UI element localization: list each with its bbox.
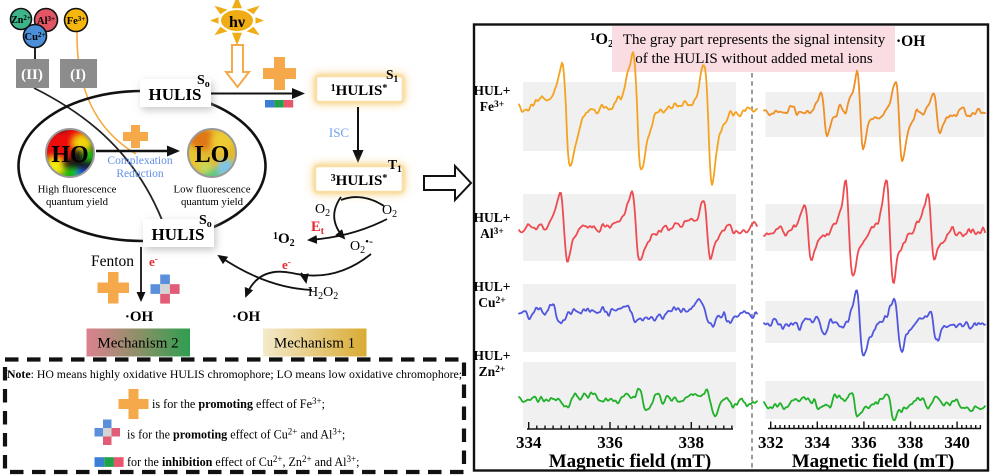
- svg-text:336: 336: [597, 433, 623, 452]
- svg-text:HUL+: HUL+: [474, 83, 511, 98]
- svg-text:is for the promoting effect of: is for the promoting effect of Fe3+;: [152, 396, 325, 411]
- svg-text:hν: hν: [229, 14, 245, 31]
- svg-text:·OH: ·OH: [896, 33, 925, 50]
- svg-text:·OH: ·OH: [232, 309, 261, 325]
- svg-text:HUL+: HUL+: [474, 279, 511, 294]
- svg-text:O2•-: O2•-: [350, 234, 373, 256]
- svg-text:for the inhibition effect of C: for the inhibition effect of Cu2+, Zn2+ …: [127, 454, 359, 469]
- svg-text:338: 338: [678, 433, 704, 452]
- svg-text:HUL+: HUL+: [474, 348, 511, 363]
- svg-text:334: 334: [805, 433, 831, 452]
- svg-text:of the HULIS without added met: of the HULIS without added metal ions: [635, 51, 873, 67]
- svg-text:Low fluorescence: Low fluorescence: [173, 184, 250, 196]
- svg-text:Magnetic field (mT): Magnetic field (mT): [549, 451, 712, 472]
- svg-text:Magnetic field (mT): Magnetic field (mT): [792, 451, 955, 472]
- svg-text:The gray part represents the s: The gray part represents the signal inte…: [623, 32, 886, 48]
- svg-text:1O2: 1O2: [273, 231, 295, 249]
- svg-text:338: 338: [898, 433, 924, 452]
- svg-text:Mechanism 2: Mechanism 2: [97, 336, 178, 352]
- svg-text:So: So: [197, 73, 210, 90]
- svg-text:LO: LO: [195, 142, 230, 168]
- svg-text:H2O2: H2O2: [308, 285, 338, 302]
- svg-text:334: 334: [516, 433, 542, 452]
- svg-text:Complexation: Complexation: [107, 155, 172, 167]
- svg-text:3HULIS*: 3HULIS*: [331, 173, 388, 189]
- svg-text:1HULIS*: 1HULIS*: [331, 83, 388, 99]
- svg-text:HULIS: HULIS: [152, 225, 205, 244]
- svg-text:·OH: ·OH: [125, 309, 154, 325]
- svg-text:Et: Et: [311, 219, 325, 237]
- svg-text:HO: HO: [51, 142, 88, 168]
- svg-text:340: 340: [944, 433, 970, 452]
- svg-text:332: 332: [758, 433, 784, 452]
- svg-text:(I): (I): [70, 67, 86, 83]
- svg-text:336: 336: [851, 433, 877, 452]
- svg-text:Reduction: Reduction: [116, 168, 164, 180]
- svg-text:e-: e-: [149, 254, 158, 269]
- svg-text:Note: HO means highly oxidativ: Note: HO means highly oxidative HULIS ch…: [7, 367, 462, 381]
- svg-text:O2: O2: [315, 202, 330, 219]
- svg-text:quantum yield: quantum yield: [46, 196, 109, 208]
- svg-text:O2: O2: [382, 203, 397, 220]
- svg-text:High fluorescence: High fluorescence: [38, 184, 117, 196]
- svg-text:HULIS: HULIS: [149, 85, 202, 104]
- svg-text:1O2: 1O2: [590, 31, 614, 50]
- svg-text:Fenton: Fenton: [91, 253, 134, 270]
- svg-text:quantum yield: quantum yield: [181, 196, 244, 208]
- svg-text:Mechanism 1: Mechanism 1: [274, 336, 355, 352]
- svg-text:e-: e-: [282, 257, 291, 272]
- svg-text:So: So: [199, 213, 212, 230]
- svg-text:(II): (II): [21, 67, 43, 83]
- svg-text:ISC: ISC: [329, 125, 349, 140]
- svg-text:is for the promoting effect of: is for the promoting effect of Cu2+ and …: [127, 427, 345, 442]
- svg-text:HUL+: HUL+: [474, 210, 511, 225]
